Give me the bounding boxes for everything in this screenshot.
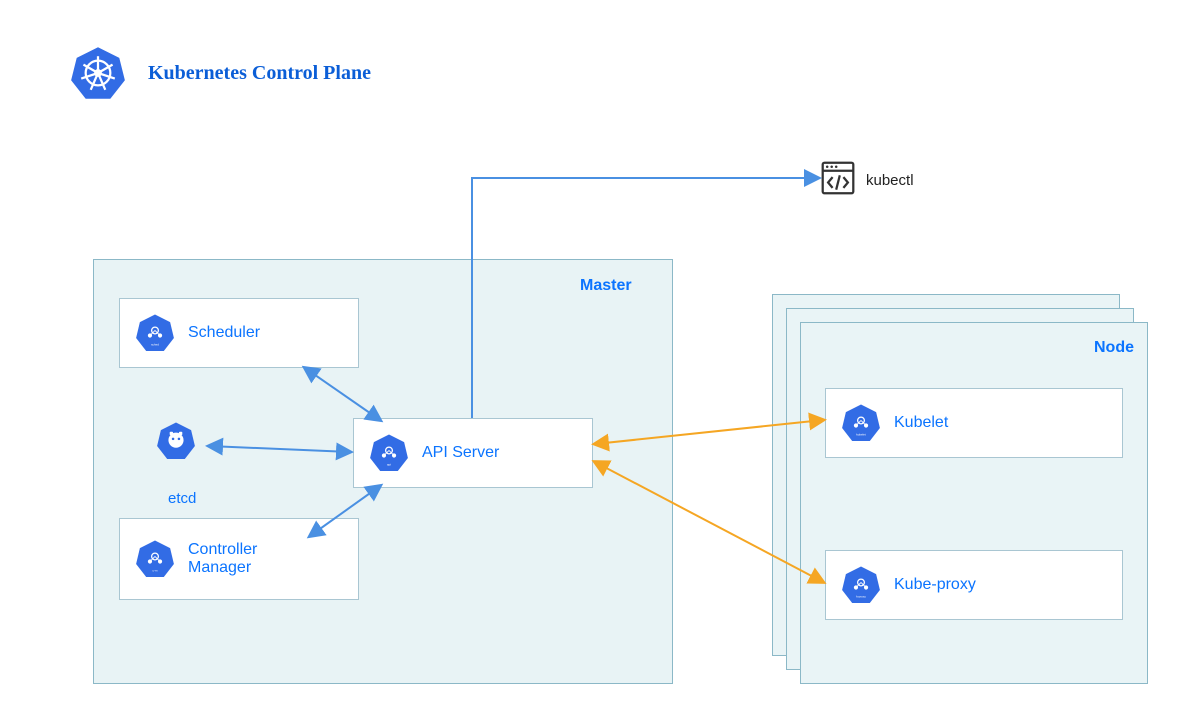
kubectl-icon — [820, 160, 856, 200]
k8s-component-icon: sched — [134, 312, 176, 354]
master-label: Master — [580, 277, 632, 295]
svg-text:k-proxy: k-proxy — [856, 595, 866, 599]
node-group-front — [800, 322, 1148, 684]
api-server-box: api API Server — [353, 418, 593, 488]
title-block: Kubernetes Control Plane — [70, 45, 371, 101]
node-label: Node — [1094, 339, 1134, 357]
svg-text:c-m: c-m — [153, 569, 158, 573]
etcd-label: etcd — [168, 490, 196, 507]
kubelet-box: kubelet Kubelet — [825, 388, 1123, 458]
component-label: Kubelet — [894, 414, 948, 432]
diagram-canvas: Kubernetes Control Plane Master Node sch… — [0, 0, 1200, 717]
kubectl-block: kubectl — [820, 160, 914, 200]
kubectl-label: kubectl — [866, 172, 914, 189]
svg-text:kubelet: kubelet — [856, 433, 866, 437]
k8s-component-icon: k-proxy — [840, 564, 882, 606]
kubernetes-logo-icon — [70, 45, 126, 101]
k8s-component-icon: kubelet — [840, 402, 882, 444]
scheduler-box: sched Scheduler — [119, 298, 359, 368]
component-label: Scheduler — [188, 324, 260, 342]
k8s-component-icon: api — [368, 432, 410, 474]
svg-text:sched: sched — [151, 343, 159, 347]
controller-manager-box: c-m ControllerManager — [119, 518, 359, 600]
component-label: Kube-proxy — [894, 576, 976, 594]
component-label: ControllerManager — [188, 541, 257, 577]
svg-text:api: api — [387, 463, 391, 467]
k8s-component-icon: c-m — [134, 538, 176, 580]
component-label: API Server — [422, 444, 499, 462]
etcd-icon — [155, 420, 205, 470]
kubeproxy-box: k-proxy Kube-proxy — [825, 550, 1123, 620]
page-title: Kubernetes Control Plane — [148, 62, 371, 85]
